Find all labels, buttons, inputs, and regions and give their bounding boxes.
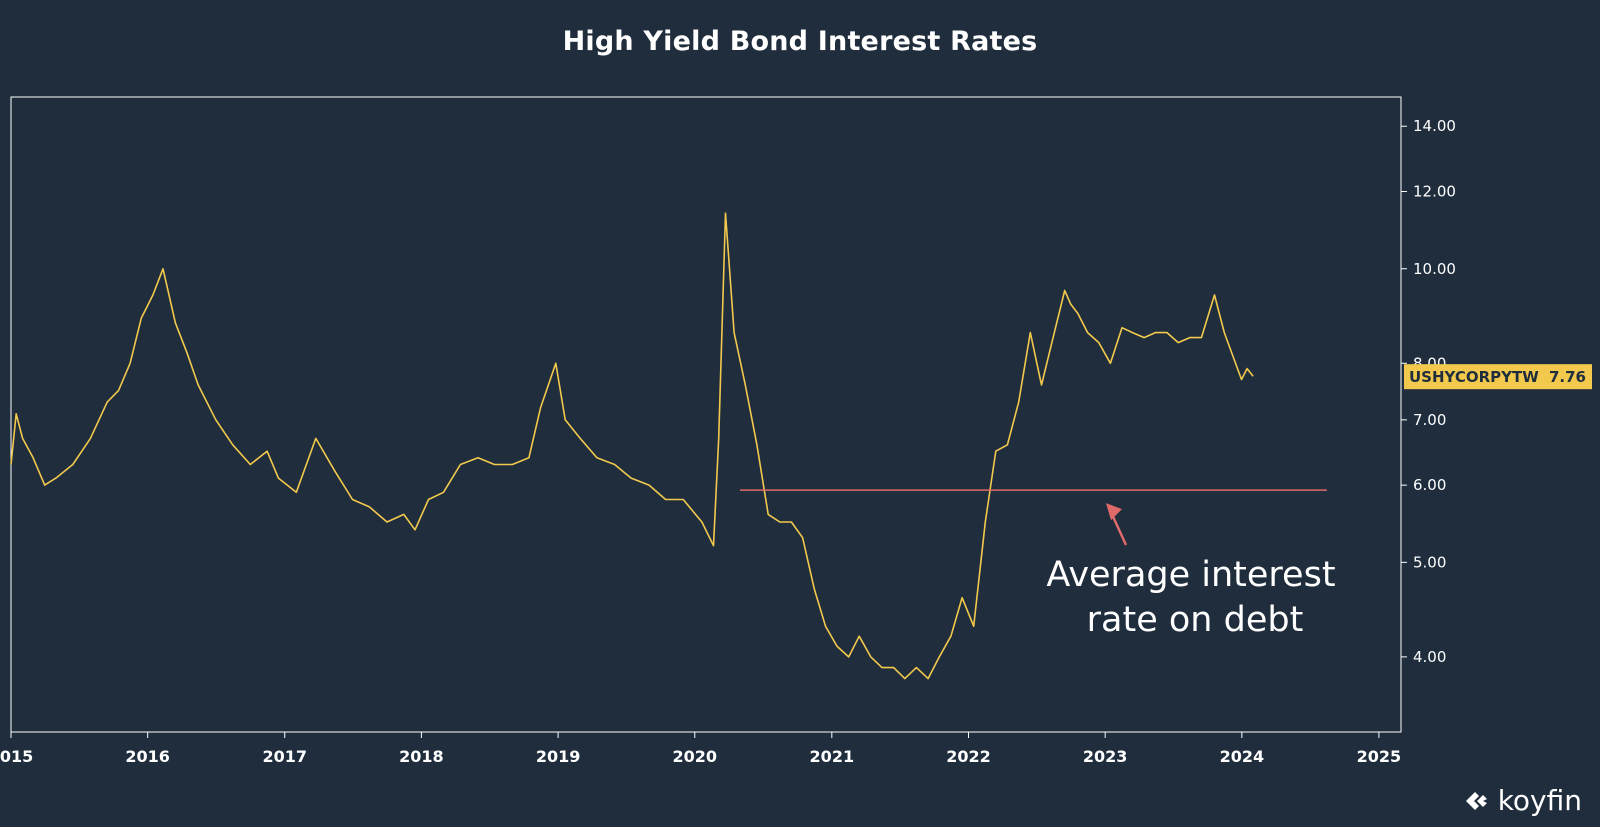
y-tick-label: 7.00 (1413, 411, 1446, 429)
brand-logo: koyfin (1462, 784, 1582, 817)
x-tick-label: 2020 (673, 747, 718, 766)
plot-frame (10, 96, 1402, 733)
x-tick-label: 2019 (536, 747, 581, 766)
last-value-layer: USHYCORPYTW 7.76 (1404, 364, 1592, 390)
annotation-text-line2: rate on debt (1087, 600, 1304, 640)
annotation-arrow-head (1106, 503, 1122, 521)
koyfin-logo-icon (1465, 791, 1487, 810)
x-axis: 2015 2016 2017 2018 2019 2020 2021 2022 2023 2024… (0, 732, 1401, 766)
x-tick-label: 2021 (810, 747, 855, 766)
x-tick-label: 2017 (262, 747, 307, 766)
y-tick-label: 12.00 (1413, 183, 1456, 201)
chart-title: High Yield Bond Interest Rates (562, 26, 1038, 57)
y-tick-label: 6.00 (1413, 476, 1446, 494)
x-tick-label: 2025 (1357, 747, 1402, 766)
last-value-badge (1404, 364, 1592, 390)
series-line (10, 212, 1254, 680)
y-tick-label: 14.00 (1413, 117, 1456, 135)
annotation-layer: Average interest rate on debt (1046, 503, 1336, 640)
series-layer (10, 212, 1254, 680)
annotation-text-line1: Average interest (1046, 555, 1335, 595)
last-value-number: 7.76 (1549, 368, 1586, 386)
x-tick-label: 2024 (1220, 747, 1265, 766)
y-tick-label: 5.00 (1413, 553, 1446, 571)
y-tick-label: 4.00 (1413, 648, 1446, 666)
x-tick-label: 2023 (1083, 747, 1128, 766)
brand-name: koyfin (1497, 784, 1582, 817)
x-tick-label: 2015 (0, 747, 33, 766)
last-value-series-name: USHYCORPYTW (1409, 368, 1539, 386)
x-tick-label: 2018 (399, 747, 444, 766)
y-tick-label: 10.00 (1413, 260, 1456, 278)
x-tick-label: 2016 (125, 747, 170, 766)
x-tick-label: 2022 (946, 747, 991, 766)
